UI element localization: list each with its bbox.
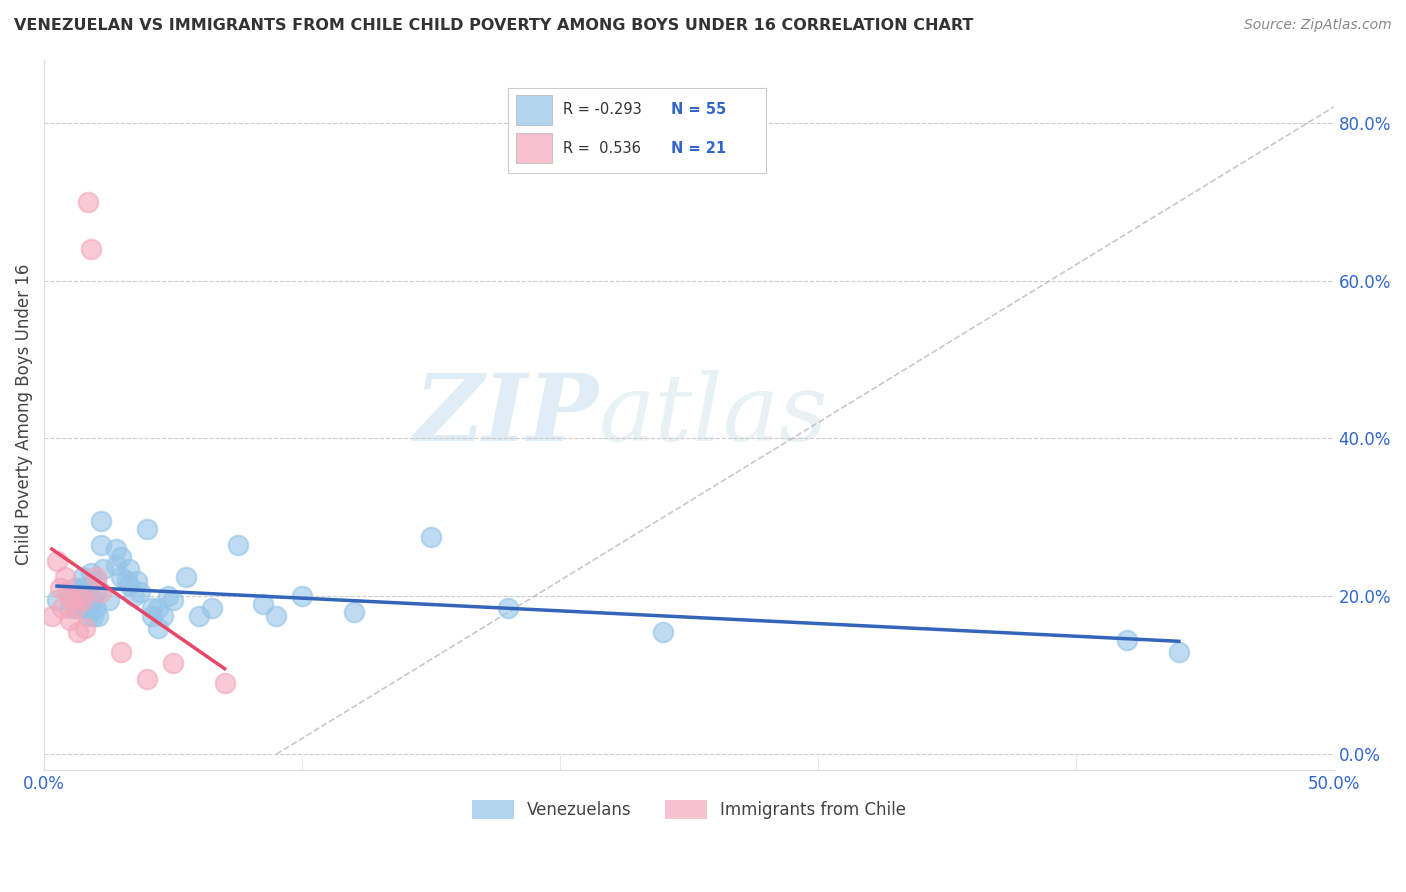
Point [226,538,249,552]
Point [97,593,120,607]
Point [87,609,110,624]
Point [124,590,146,604]
Point [72,593,94,607]
Point [72,593,94,607]
Point [1116,632,1139,647]
Point [90,514,112,528]
Point [162,593,184,607]
Point [156,590,179,604]
Point [51,601,73,615]
Point [75,585,97,599]
Point [141,609,163,624]
Point [291,590,314,604]
Point [93,562,115,576]
Point [105,541,128,556]
Point [128,585,150,599]
Point [201,601,224,615]
Point [77,609,100,624]
Point [69,590,91,604]
Point [41,609,63,624]
Point [53,569,76,583]
Point [214,676,236,690]
Text: atlas: atlas [599,370,828,459]
Y-axis label: Child Poverty Among Boys Under 16: Child Poverty Among Boys Under 16 [15,264,32,566]
Point [63,601,86,615]
Point [110,569,132,583]
Point [59,590,82,604]
Point [118,577,141,591]
Point [84,574,107,588]
Point [84,601,107,615]
Point [84,569,107,583]
Point [75,601,97,615]
Point [187,609,209,624]
Point [136,672,159,686]
Point [90,585,112,599]
Point [46,554,69,568]
Point [141,601,163,615]
Point [79,566,101,580]
Point [136,522,159,536]
Text: ZIP: ZIP [415,370,599,459]
Point [252,597,274,611]
Point [420,530,443,544]
Point [59,601,82,615]
Point [118,562,141,576]
Point [498,601,520,615]
Point [46,593,69,607]
Point [652,624,675,639]
Point [75,621,97,635]
Point [79,242,101,256]
Point [79,593,101,607]
Point [66,624,89,639]
Point [62,593,84,607]
Point [66,601,89,615]
Point [82,609,104,624]
Point [110,644,132,658]
Point [1167,644,1189,658]
Point [77,194,100,209]
Point [146,601,169,615]
Point [105,558,128,572]
Point [115,574,138,588]
Legend: Venezuelans, Immigrants from Chile: Venezuelans, Immigrants from Chile [465,793,912,826]
Point [90,538,112,552]
Point [174,569,197,583]
Text: VENEZUELAN VS IMMIGRANTS FROM CHILE CHILD POVERTY AMONG BOYS UNDER 16 CORRELATIO: VENEZUELAN VS IMMIGRANTS FROM CHILE CHIL… [14,18,973,33]
Point [66,593,89,607]
Point [56,585,79,599]
Point [152,609,174,624]
Point [72,569,94,583]
Point [342,605,364,619]
Point [72,582,94,596]
Point [84,585,107,599]
Point [162,657,184,671]
Point [82,593,104,607]
Point [146,621,169,635]
Text: Source: ZipAtlas.com: Source: ZipAtlas.com [1244,18,1392,32]
Point [59,613,82,627]
Point [48,582,70,596]
Point [125,574,148,588]
Point [110,549,132,564]
Point [264,609,287,624]
Point [63,582,86,596]
